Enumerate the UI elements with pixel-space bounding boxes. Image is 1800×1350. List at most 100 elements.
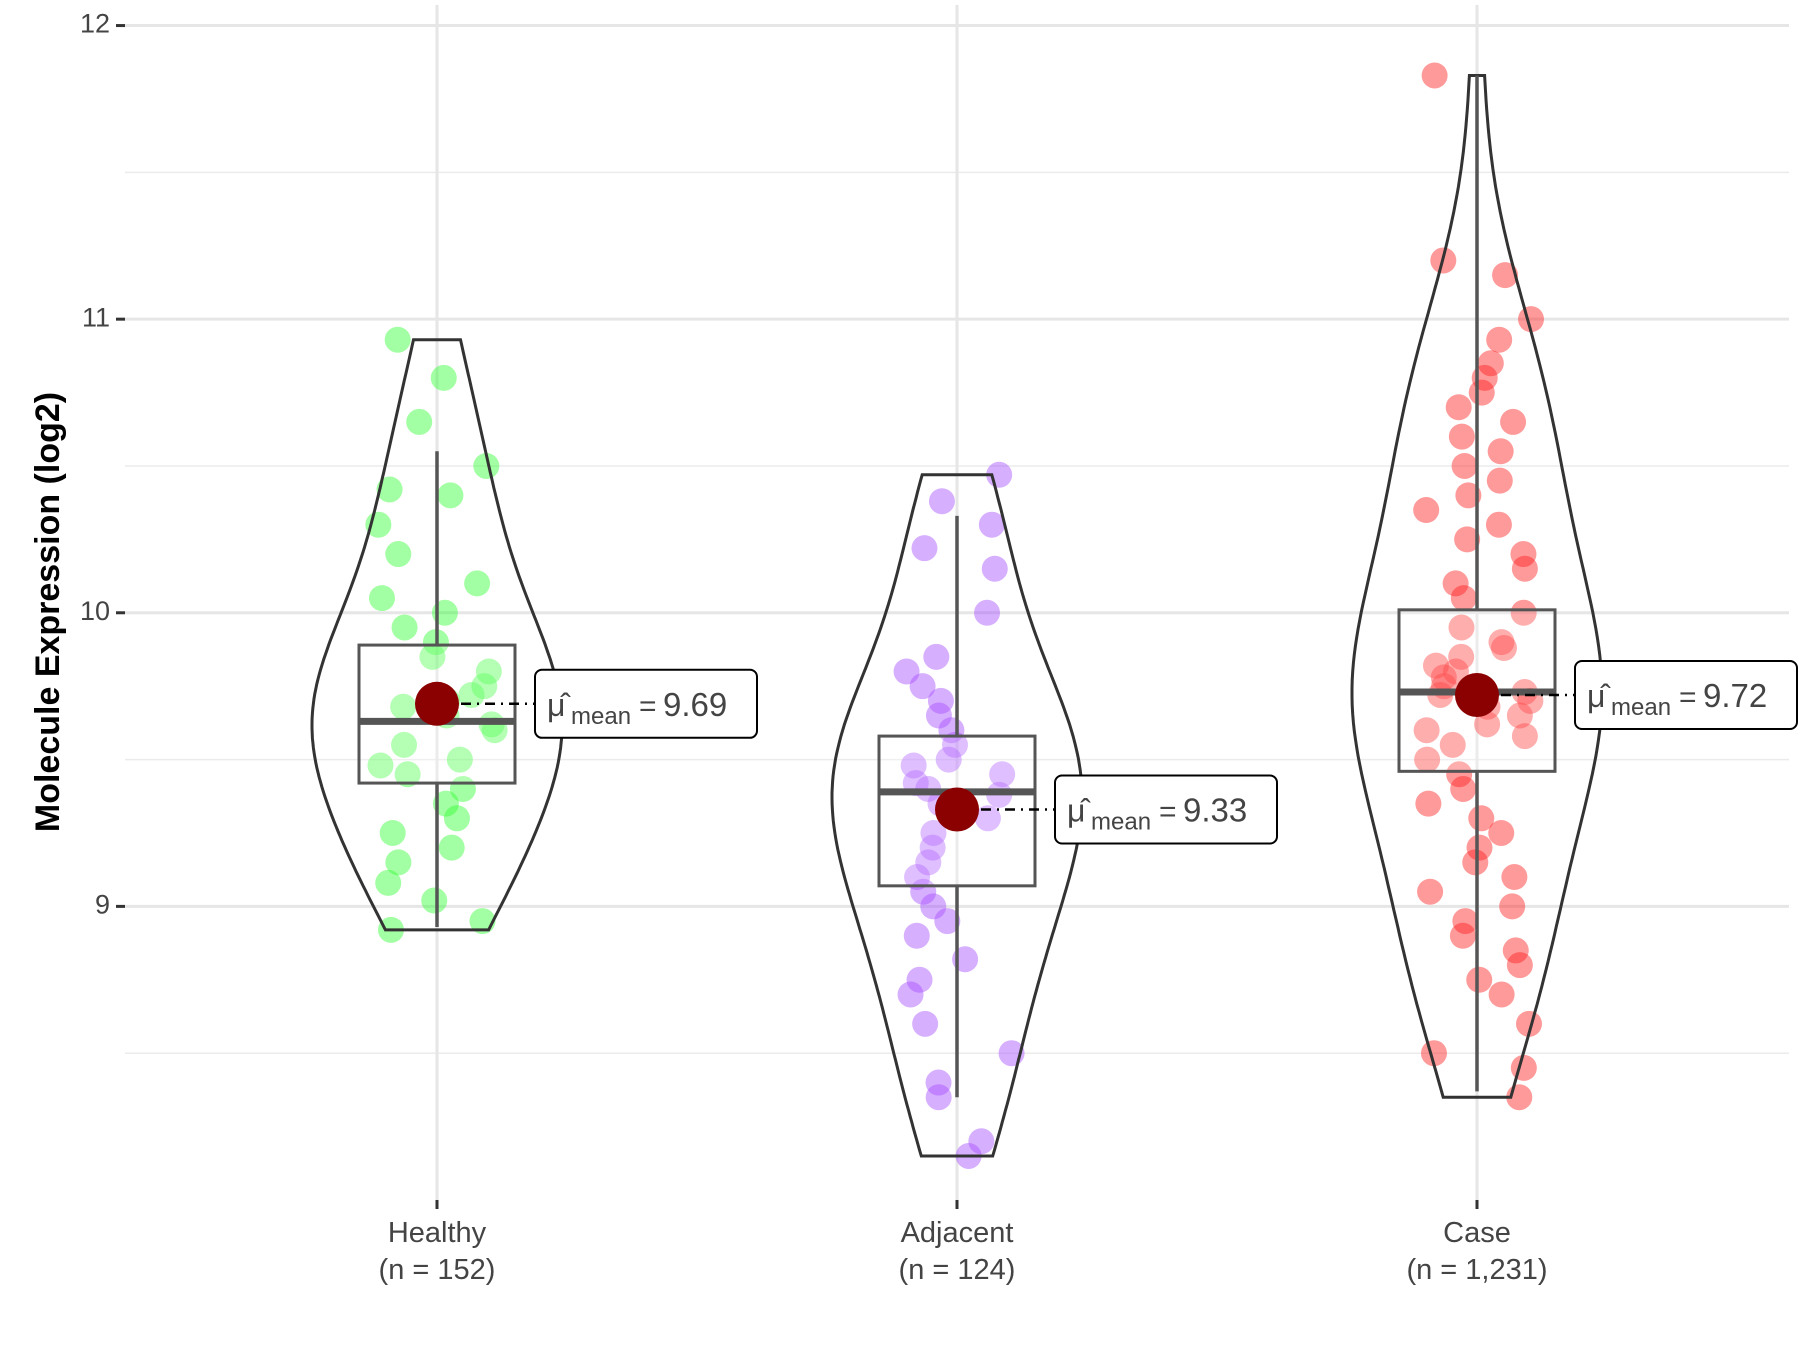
data-point [446, 746, 473, 773]
data-point [1486, 326, 1513, 353]
y-tick-label: 12 [80, 9, 110, 39]
data-point [1445, 394, 1472, 421]
data-point [920, 893, 947, 920]
data-point [1510, 1054, 1537, 1081]
data-point [385, 849, 412, 876]
data-point [909, 673, 936, 700]
data-point [1446, 761, 1473, 788]
data-point [920, 819, 947, 846]
data-point [1413, 497, 1440, 524]
data-point [915, 849, 942, 876]
data-point [1468, 805, 1495, 832]
data-point [989, 761, 1016, 788]
data-point [1488, 819, 1515, 846]
data-point [911, 535, 938, 562]
data-point [1449, 922, 1476, 949]
data-point [1450, 775, 1477, 802]
data-point [406, 408, 433, 435]
data-point [421, 887, 448, 914]
data-point [1452, 908, 1479, 935]
data-point [974, 599, 1001, 626]
data-point [458, 681, 485, 708]
data-point [978, 511, 1005, 538]
data-point [1487, 438, 1514, 465]
data-point [900, 752, 927, 779]
data-point [443, 805, 470, 832]
data-point [379, 819, 406, 846]
data-point [376, 476, 403, 503]
data-point [1466, 966, 1493, 993]
mean-value: 9.72 [1703, 677, 1767, 714]
data-point [432, 790, 459, 817]
data-point [390, 693, 417, 720]
data-point [1501, 864, 1528, 891]
y-tick-label: 11 [82, 302, 110, 332]
data-point [471, 673, 498, 700]
x-tick-sublabel: (n = 1,231) [1406, 1254, 1547, 1286]
data-point [438, 834, 465, 861]
data-point [941, 731, 968, 758]
x-tick-sublabel: (n = 152) [379, 1254, 496, 1286]
data-point [1442, 658, 1469, 685]
data-point [1500, 408, 1527, 435]
data-point [925, 702, 952, 729]
data-point [906, 966, 933, 993]
data-point [1490, 635, 1517, 662]
data-point [430, 364, 457, 391]
violin [1350, 74, 1604, 1099]
data-point [919, 834, 946, 861]
data-point [1510, 541, 1537, 568]
data-point [1486, 467, 1513, 494]
data-point [897, 981, 924, 1008]
data-point [391, 731, 418, 758]
y-tick-label: 10 [80, 596, 110, 626]
mean-label-box [1574, 659, 1798, 730]
data-point [1474, 711, 1501, 738]
data-point [437, 482, 464, 509]
data-point [1502, 937, 1529, 964]
data-point [475, 658, 502, 685]
data-point [419, 643, 446, 670]
data-point [1413, 717, 1440, 744]
mean-subscript: mean [1611, 694, 1671, 721]
x-tick-label: Healthy [388, 1217, 487, 1249]
data-point [1415, 790, 1442, 817]
data-point [1439, 731, 1466, 758]
data-point [1506, 702, 1533, 729]
data-point [903, 922, 930, 949]
mean-sign: = [1159, 795, 1177, 828]
data-point [1430, 664, 1457, 691]
data-point [1492, 262, 1519, 289]
data-point [1450, 585, 1477, 612]
data-point [1515, 1010, 1542, 1037]
data-point [473, 452, 500, 479]
data-point [368, 585, 395, 612]
data-point [923, 643, 950, 670]
data-point [934, 908, 961, 935]
mean-label-box [534, 668, 758, 739]
mean-label-box [1054, 774, 1278, 845]
mean-sign: = [1679, 681, 1697, 714]
data-point [385, 541, 412, 568]
box [357, 643, 517, 785]
data-point [1485, 511, 1512, 538]
x-tick-sublabel: (n = 124) [899, 1254, 1016, 1286]
data-point [394, 761, 421, 788]
y-tick-label: 9 [95, 890, 110, 920]
data-point [981, 555, 1008, 582]
data-point [935, 746, 962, 773]
data-point [367, 752, 394, 779]
data-point [1448, 423, 1475, 450]
data-point [1466, 834, 1493, 861]
data-point [1448, 643, 1475, 670]
data-point [1421, 62, 1448, 89]
data-point [974, 805, 1001, 832]
data-point [1511, 723, 1538, 750]
data-point [375, 869, 402, 896]
data-point [1506, 952, 1533, 979]
mean-subscript: mean [571, 703, 631, 730]
y-axis-title: Molecule Expression (log2) [29, 392, 67, 832]
mean-value: 9.33 [1183, 791, 1247, 828]
